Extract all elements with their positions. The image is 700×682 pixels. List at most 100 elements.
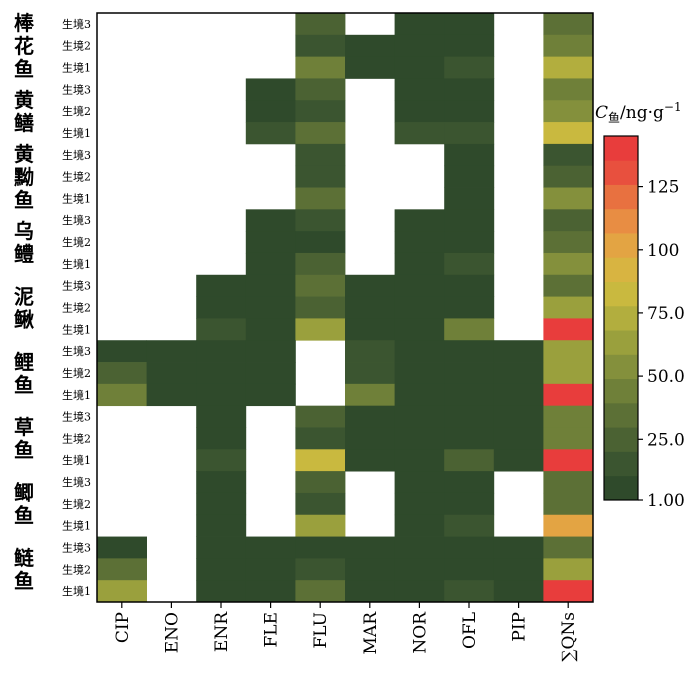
heatmap-cell [444,558,495,581]
heatmap-cell [444,296,495,319]
heatmap-cell [444,362,495,385]
heatmap-cell [295,558,346,581]
colorbar-tick-label: 50.0 [647,367,685,387]
heatmap-cell [543,362,594,385]
heatmap-cell [196,449,247,472]
heatmap-cell [543,558,594,581]
heatmap-cell [97,340,147,363]
heatmap-cell [543,296,594,319]
heatmap-cell [394,100,445,123]
heatmap-cell [394,13,445,36]
heatmap-cell [493,340,544,363]
heatmap-cell [295,296,346,319]
heatmap-cell [394,252,445,276]
heatmap-cell [345,56,395,79]
heatmap-cell [444,471,495,494]
heatmap-cell [295,78,346,101]
heatmap-cell [196,471,247,494]
heatmap-cell [245,318,296,341]
heatmap-cell [245,231,296,254]
heatmap-cell [444,340,495,363]
colorbar-ticks: 1.00 25.0 50.0 75.0 100 125 [638,178,685,511]
heatmap-cell [345,558,395,581]
heatmap-cell [295,492,346,516]
heatmap-cell [444,231,495,254]
heatmap-cell [444,122,495,145]
heatmap-cell [245,274,296,297]
heatmap-cell [97,362,147,385]
heatmap-cell [196,362,247,385]
heatmap-cell [196,514,247,537]
heatmap-cell [543,143,594,167]
heatmap-cell [196,558,247,581]
heatmap-cell [196,318,247,341]
row-label: 生境3 [62,148,91,162]
heatmap-cell [295,536,346,559]
heatmap-cell [444,34,495,58]
row-label: 生境1 [62,191,91,205]
heatmap-cell [295,13,346,36]
heatmap-cell [345,536,395,559]
colorbar-title-unit: /ng·g [620,103,664,123]
row-label: 生境3 [62,410,91,424]
heatmap-cell [444,56,495,79]
heatmap-cell [146,340,197,363]
colorbar-segment [604,257,638,282]
colorbar-segment [604,427,638,452]
heatmap-cell [295,122,346,145]
column-ticks [121,602,569,608]
colorbar-segment [604,208,638,234]
heatmap-cell [245,122,296,145]
row-label: 生境2 [62,301,91,315]
heatmap-cell [295,187,346,210]
row-label: 生境2 [62,431,91,445]
heatmap-cell [245,78,296,101]
colorbar-title-sub: 鱼 [608,111,620,125]
heatmap-cell [295,471,346,494]
heatmap-cell [394,274,445,297]
column-label: CIP [113,612,133,643]
heatmap-cell [394,492,445,516]
heatmap-cell [543,580,594,603]
heatmap-cell [543,187,594,210]
heatmap-cell [295,274,346,297]
colorbar-title: C鱼/ng·g−1 [595,100,682,125]
row-label: 生境1 [62,584,91,598]
colorbar-tick-label: 100 [647,241,679,261]
heatmap-cell [345,580,395,603]
row-label: 生境2 [62,366,91,380]
row-label: 生境3 [62,344,91,358]
heatmap-cell [543,340,594,363]
heatmap-cell [444,78,495,101]
heatmap-cell [444,187,495,210]
heatmap-cell [444,100,495,123]
row-label: 生境1 [62,322,91,336]
species-label: 乌鳢 [14,219,34,266]
heatmap-cell [245,340,296,363]
heatmap-cell [196,492,247,516]
heatmap-cell [444,536,495,559]
heatmap-cell [196,340,247,363]
heatmap-cell [295,580,346,603]
colorbar-segment [604,402,638,428]
row-label: 生境1 [62,257,91,271]
species-label: 鲫鱼 [14,481,34,528]
colorbar-segment [604,378,638,404]
heatmap-cell [444,13,495,36]
colorbar-tick-label: 75.0 [647,304,685,324]
heatmap-cell [245,383,296,407]
heatmap-cell [394,78,445,101]
heatmap-cell [543,209,594,232]
heatmap-cell [543,13,594,36]
heatmap-cell [394,536,445,559]
heatmap-cell [444,318,495,341]
heatmap-cell [146,362,197,385]
heatmap-cell [543,383,594,407]
row-label: 生境2 [62,497,91,511]
heatmap-cell [394,362,445,385]
row-label: 生境1 [62,61,91,75]
column-label: ENO [162,612,182,653]
heatmap-cell [394,580,445,603]
row-label: 生境3 [62,82,91,96]
